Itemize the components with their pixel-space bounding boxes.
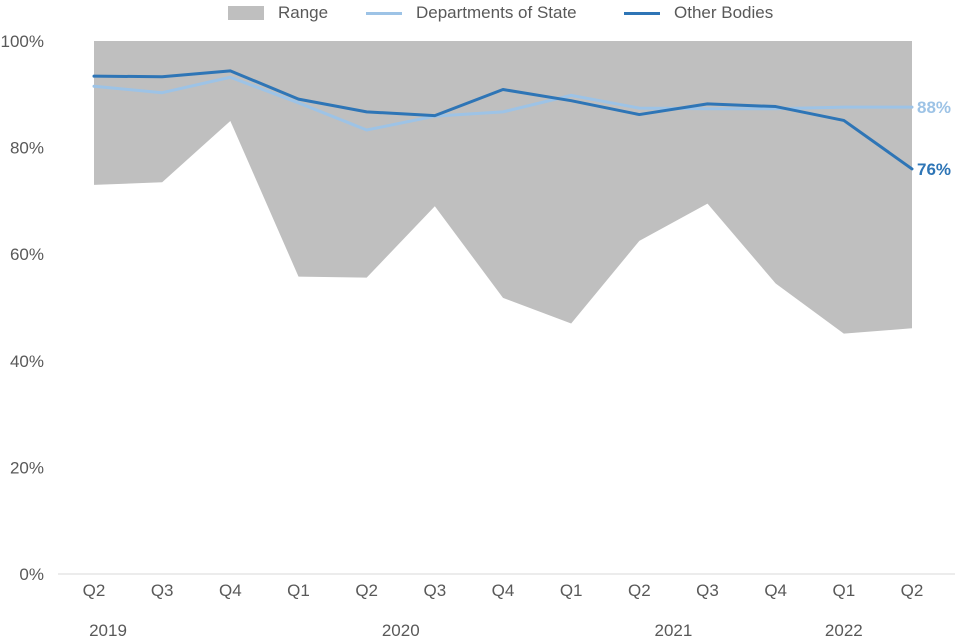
series-line-other-bodies [92,69,914,171]
year-label: 2022 [825,621,863,640]
x-tick-label: Q2 [355,581,378,600]
x-tick-label: Q4 [764,581,787,600]
y-axis: 0% 20% 40% 60% 80% 100% [1,32,44,584]
end-labels: 88% 76% [917,98,951,179]
y-tick-label: 0% [19,565,44,584]
x-tick-label: Q2 [83,581,106,600]
x-tick-label: Q2 [628,581,651,600]
x-tick-label: Q2 [901,581,924,600]
x-tick-label: Q1 [832,581,855,600]
y-tick-label: 60% [10,245,44,264]
x-tick-label: Q3 [696,581,719,600]
year-label: 2021 [655,621,693,640]
legend-swatch-other-bodies [624,11,660,15]
y-tick-label: 40% [10,352,44,371]
x-tick-label: Q3 [423,581,446,600]
x-tick-label: Q3 [151,581,174,600]
legend-swatch-departments-of-state [366,11,402,15]
legend-item-range: Range [228,2,328,24]
legend-swatch-range [228,6,264,20]
x-tick-label: Q1 [560,581,583,600]
x-tick-label: Q4 [492,581,515,600]
y-tick-label: 100% [1,32,44,51]
y-tick-label: 80% [10,139,44,158]
x-tick-label: Q1 [287,581,310,600]
legend-label-departments-of-state: Departments of State [416,3,577,22]
legend-item-other-bodies: Other Bodies [624,2,773,24]
series-layer [92,69,914,171]
year-label: 2019 [89,621,127,640]
range-area-layer [94,41,912,334]
range-area [94,41,912,334]
y-tick-label: 20% [10,458,44,477]
x-axis: Q2 Q3 Q4 Q1 Q2 Q3 Q4 Q1 Q2 Q3 Q4 Q1 Q2 2019 2020 2021 20… [58,573,955,640]
x-tick-label: Q4 [219,581,242,600]
end-label-other-bodies: 76% [917,160,951,179]
series-line-departments-of-state [92,75,914,132]
end-label-departments-of-state: 88% [917,98,951,117]
year-label: 2020 [382,621,420,640]
legend-label-other-bodies: Other Bodies [674,3,774,22]
legend-item-departments-of-state: Departments of State [366,2,577,24]
chart-legend: Range Departments of State Other Bodies [0,2,960,26]
legend-label-range: Range [278,3,329,22]
